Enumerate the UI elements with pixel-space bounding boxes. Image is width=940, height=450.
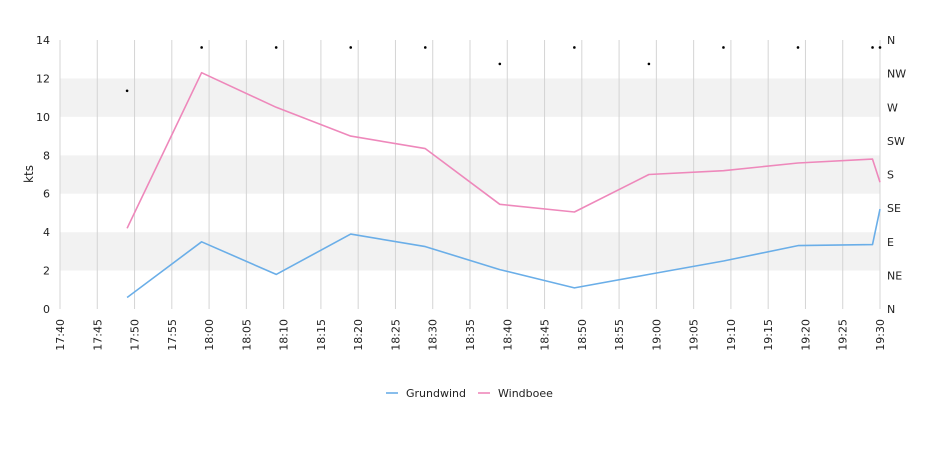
direction-tick-label: S <box>887 169 894 182</box>
direction-point <box>274 46 278 49</box>
direction-point <box>878 46 882 49</box>
x-tick-label: 19:25 <box>837 319 850 351</box>
x-tick-label: 18:45 <box>539 319 552 351</box>
x-tick-label: 19:00 <box>650 319 663 351</box>
direction-tick-label: W <box>887 101 898 114</box>
x-tick-label: 19:15 <box>762 319 775 351</box>
direction-tick-label: SE <box>887 202 901 215</box>
direction-point <box>722 46 725 49</box>
direction-tick-label: NW <box>887 68 906 81</box>
direction-tick-label: N <box>887 34 895 47</box>
direction-axis-ticks: N NE E SE S SW W NW N <box>887 34 906 316</box>
x-tick-label: 19:30 <box>874 319 887 351</box>
legend-label: Grundwind <box>406 387 466 400</box>
series-lines <box>126 71 881 299</box>
legend-label: Windboee <box>498 387 553 400</box>
x-tick-label: 18:35 <box>464 319 477 351</box>
direction-point <box>573 46 576 49</box>
direction-point <box>498 62 502 66</box>
direction-point <box>871 46 874 49</box>
x-tick-label: 18:15 <box>315 319 328 351</box>
x-tick-label: 18:05 <box>240 319 253 351</box>
direction-point <box>349 46 353 49</box>
x-tick-label: 17:45 <box>91 319 104 351</box>
series-line-windboee <box>126 71 881 229</box>
x-tick-label: 18:25 <box>389 319 402 351</box>
direction-tick-label: E <box>887 236 894 249</box>
legend: Grundwind Windboee <box>386 387 553 400</box>
x-tick-label: 18:40 <box>501 319 514 351</box>
x-tick-label: 18:30 <box>427 319 440 351</box>
y-axis-title: kts <box>22 165 36 183</box>
direction-tick-label: N <box>887 303 895 316</box>
direction-point <box>200 46 203 49</box>
series-line-grundwind <box>126 208 881 299</box>
direction-point <box>647 62 651 66</box>
y-tick-label: 6 <box>43 188 50 201</box>
x-tick-label: 19:05 <box>688 319 701 351</box>
x-axis-ticks: 17:40 17:45 17:50 17:55 18:00 18:05 18:10 18:15… <box>54 319 887 351</box>
y-tick-label: 4 <box>43 226 50 239</box>
x-gridlines <box>59 40 881 309</box>
direction-point <box>796 46 800 49</box>
direction-point <box>423 46 427 49</box>
direction-point <box>125 89 129 93</box>
y-tick-label: 12 <box>36 72 50 85</box>
x-tick-label: 18:50 <box>576 319 589 351</box>
y-tick-label: 2 <box>43 265 50 278</box>
x-tick-label: 17:50 <box>129 319 142 351</box>
x-tick-label: 18:55 <box>613 319 626 351</box>
x-tick-label: 18:10 <box>278 319 291 351</box>
direction-points <box>125 46 882 93</box>
x-tick-label: 19:10 <box>725 319 738 351</box>
direction-tick-label: NE <box>887 269 902 282</box>
x-tick-label: 17:55 <box>166 319 179 351</box>
y-tick-label: 0 <box>43 303 50 316</box>
direction-tick-label: SW <box>887 135 905 148</box>
x-tick-label: 18:00 <box>203 319 216 351</box>
y-tick-label: 8 <box>43 149 50 162</box>
x-tick-label: 17:40 <box>54 319 67 351</box>
y-axis-ticks: 0 2 4 6 8 10 12 14 <box>36 34 50 316</box>
x-tick-label: 18:20 <box>352 319 365 351</box>
x-tick-label: 19:20 <box>799 319 812 351</box>
y-tick-label: 10 <box>36 111 50 124</box>
y-tick-label: 14 <box>36 34 50 47</box>
